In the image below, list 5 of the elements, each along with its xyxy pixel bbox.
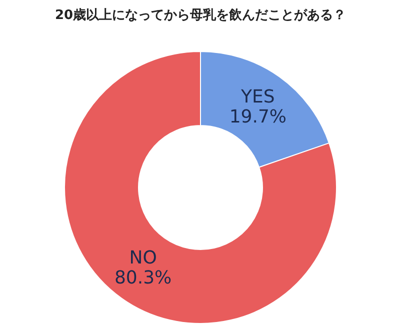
slice-label: NO xyxy=(129,248,157,269)
slice-label: YES xyxy=(240,86,275,108)
data-label: 19.7% xyxy=(229,106,287,128)
chart-title: 20歳以上になってから母乳を飲んだことがある？ xyxy=(54,7,346,23)
data-label: 80.3% xyxy=(114,268,172,289)
